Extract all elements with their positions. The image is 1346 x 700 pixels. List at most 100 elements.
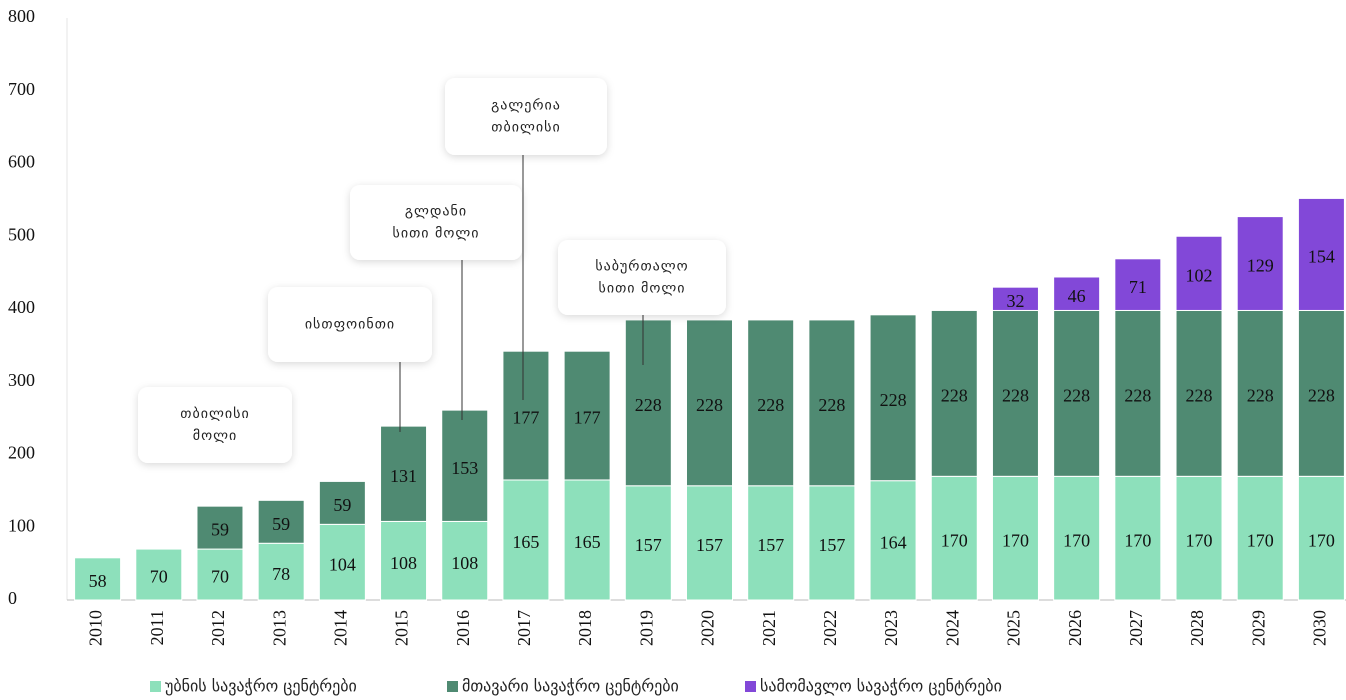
bar-segment <box>624 319 672 487</box>
annotation: სითი მოლი <box>393 226 480 242</box>
value-label: 177 <box>574 408 601 428</box>
value-label: 228 <box>1308 386 1335 406</box>
x-tick-label: 2025 <box>1004 610 1024 646</box>
value-label: 157 <box>757 535 784 555</box>
x-tick-label: 2021 <box>759 610 779 646</box>
value-label: 228 <box>1124 386 1151 406</box>
annotation: გალერია <box>491 97 561 114</box>
value-label: 228 <box>880 390 907 410</box>
x-tick-label: 2022 <box>820 610 840 646</box>
bar-segment <box>563 350 611 481</box>
y-tick-label: 500 <box>8 224 35 244</box>
value-label: 129 <box>1247 256 1274 276</box>
value-label: 71 <box>1129 277 1147 297</box>
value-label: 32 <box>1006 291 1024 311</box>
bar-segment <box>869 480 917 601</box>
bar-segment <box>441 409 489 522</box>
bar-segment <box>196 505 244 550</box>
value-label: 228 <box>818 395 845 415</box>
value-label: 154 <box>1308 247 1335 267</box>
bar-segment <box>869 314 917 482</box>
value-label: 170 <box>1124 530 1151 550</box>
value-label: 228 <box>941 386 968 406</box>
callout-box <box>350 185 522 260</box>
x-tick-label: 2024 <box>942 610 962 646</box>
value-label: 108 <box>451 553 478 573</box>
annotation: თბილისი <box>491 120 560 136</box>
bar-segment <box>1236 216 1284 311</box>
x-tick-label: 2020 <box>698 610 718 646</box>
bar-segment <box>441 520 489 601</box>
value-label: 59 <box>333 495 351 515</box>
bar-segment <box>502 479 550 601</box>
value-label: 170 <box>1063 530 1090 550</box>
x-tick-label: 2028 <box>1187 610 1207 646</box>
x-tick-label: 2019 <box>636 610 656 646</box>
callout-box <box>445 78 607 155</box>
bar-segment <box>624 485 672 601</box>
bar-segment <box>318 523 366 601</box>
value-label: 228 <box>1063 386 1090 406</box>
bar-segment <box>318 480 366 525</box>
bar-segment <box>1297 197 1345 311</box>
bar-segment <box>380 520 428 601</box>
value-label: 170 <box>941 530 968 550</box>
legend-swatch <box>745 681 756 692</box>
callout-box <box>558 240 726 315</box>
y-tick-label: 200 <box>8 443 35 463</box>
bar-segment <box>808 485 856 601</box>
value-label: 228 <box>1186 386 1213 406</box>
callout-box <box>138 387 292 463</box>
bar-segment <box>196 548 244 601</box>
value-label: 70 <box>150 567 168 587</box>
x-tick-label: 2017 <box>514 610 534 646</box>
bar-segment <box>1053 309 1101 477</box>
value-label: 164 <box>880 532 907 552</box>
legend-swatch <box>150 681 161 692</box>
value-label: 59 <box>272 514 290 534</box>
bar-segment <box>257 499 305 544</box>
value-label: 78 <box>272 564 290 584</box>
value-label: 59 <box>211 520 229 540</box>
y-tick-label: 600 <box>8 152 35 172</box>
x-tick-label: 2012 <box>208 610 228 646</box>
annotation: მოლი <box>193 428 237 444</box>
value-label: 131 <box>390 466 417 486</box>
x-tick-label: 2026 <box>1065 610 1085 646</box>
value-label: 170 <box>1186 530 1213 550</box>
y-tick-label: 100 <box>8 515 35 535</box>
value-label: 170 <box>1002 530 1029 550</box>
value-label: 157 <box>635 535 662 555</box>
value-label: 228 <box>1002 386 1029 406</box>
value-label: 165 <box>574 532 601 552</box>
bar-segment <box>686 319 733 487</box>
bar-segment <box>747 485 795 601</box>
value-label: 165 <box>512 532 539 552</box>
legend-label: უბნის სავაჭრო ცენტრები <box>165 677 357 696</box>
x-tick-label: 2029 <box>1248 610 1268 646</box>
bar-segment <box>1114 309 1162 477</box>
value-label: 46 <box>1068 286 1086 306</box>
bar-segment <box>1114 475 1162 601</box>
value-label: 228 <box>1247 386 1274 406</box>
bar-segment <box>563 479 611 601</box>
bar-segment <box>380 425 428 522</box>
bar-segment <box>991 286 1039 311</box>
legend-swatch <box>447 681 458 692</box>
y-tick-label: 300 <box>8 370 35 390</box>
x-tick-label: 2011 <box>147 610 167 645</box>
value-label: 157 <box>696 535 723 555</box>
y-tick-label: 0 <box>8 588 17 608</box>
legend-label: მთავარი სავაჭრო ცენტრები <box>462 677 679 696</box>
value-label: 104 <box>329 554 356 574</box>
value-label: 177 <box>512 408 539 428</box>
x-tick-label: 2014 <box>330 610 350 646</box>
bar-segment <box>1053 475 1101 601</box>
annotation: ისთფოინთი <box>305 317 395 333</box>
annotation: საბურთალო <box>595 258 688 275</box>
x-tick-label: 2018 <box>575 610 595 646</box>
value-label: 58 <box>89 571 107 591</box>
bar-segment <box>1175 475 1223 601</box>
bar-segment <box>747 319 795 487</box>
value-label: 228 <box>757 395 784 415</box>
